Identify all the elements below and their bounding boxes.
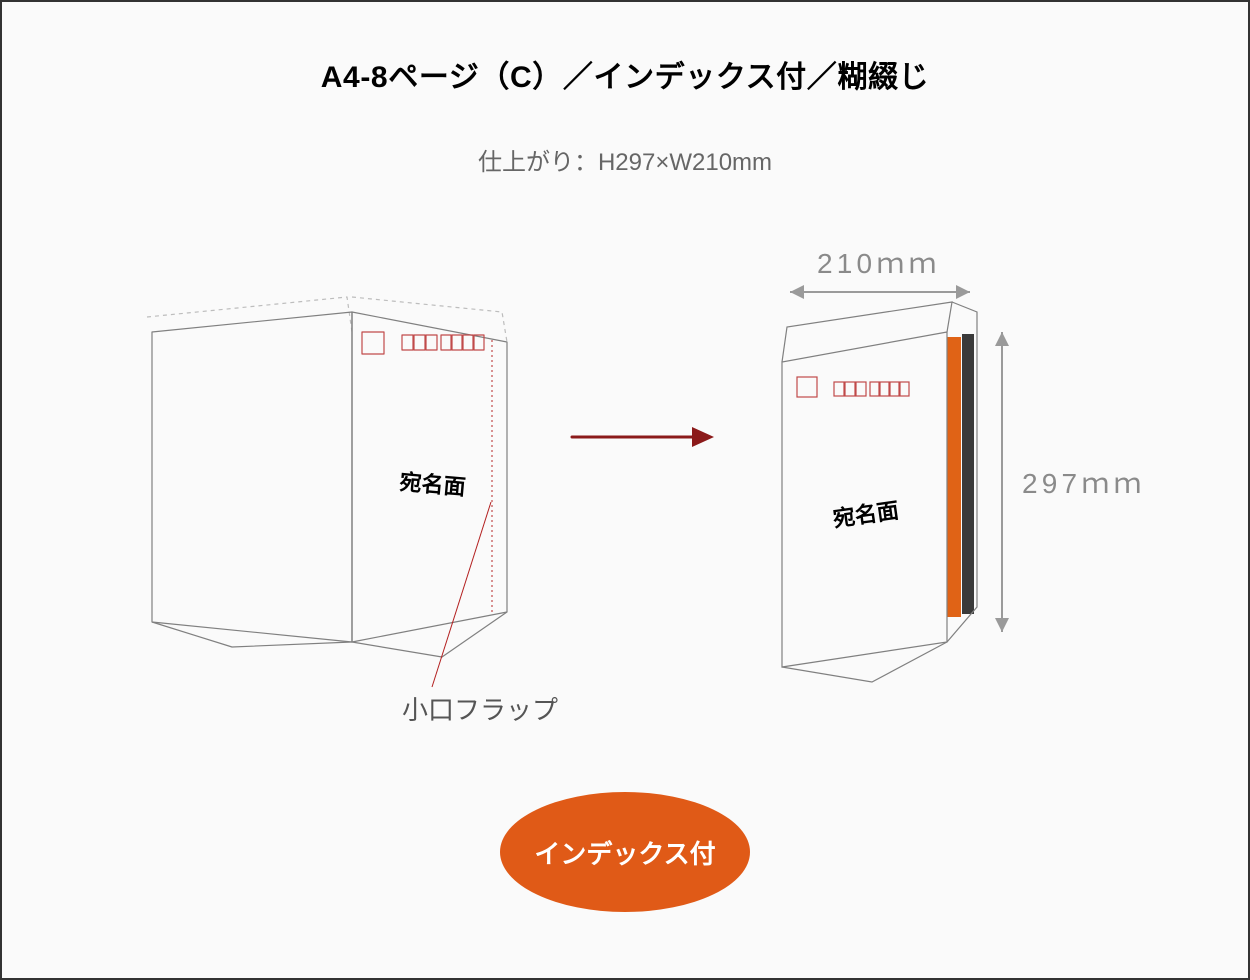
diagram-frame: A4-8ページ（C）／インデックス付／糊綴じ 仕上がり：H297×W210mm …: [0, 0, 1250, 980]
finished-size: 仕上がり：H297×W210mm: [2, 142, 1248, 177]
transition-arrow: [572, 427, 714, 447]
page-title: A4-8ページ（C）／インデックス付／糊綴じ: [2, 52, 1248, 96]
index-badge-label: インデックス付: [534, 834, 715, 871]
svg-text:宛名面: 宛名面: [398, 469, 467, 500]
index-badge: インデックス付: [500, 792, 750, 912]
dimension-arrows: [790, 285, 1009, 632]
flap-leader: [432, 502, 491, 687]
diagram-canvas: 宛名面: [2, 202, 1250, 722]
open-booklet: 宛名面: [147, 297, 507, 657]
svg-text:宛名面: 宛名面: [831, 498, 901, 532]
closed-booklet: 宛名面: [782, 302, 977, 682]
